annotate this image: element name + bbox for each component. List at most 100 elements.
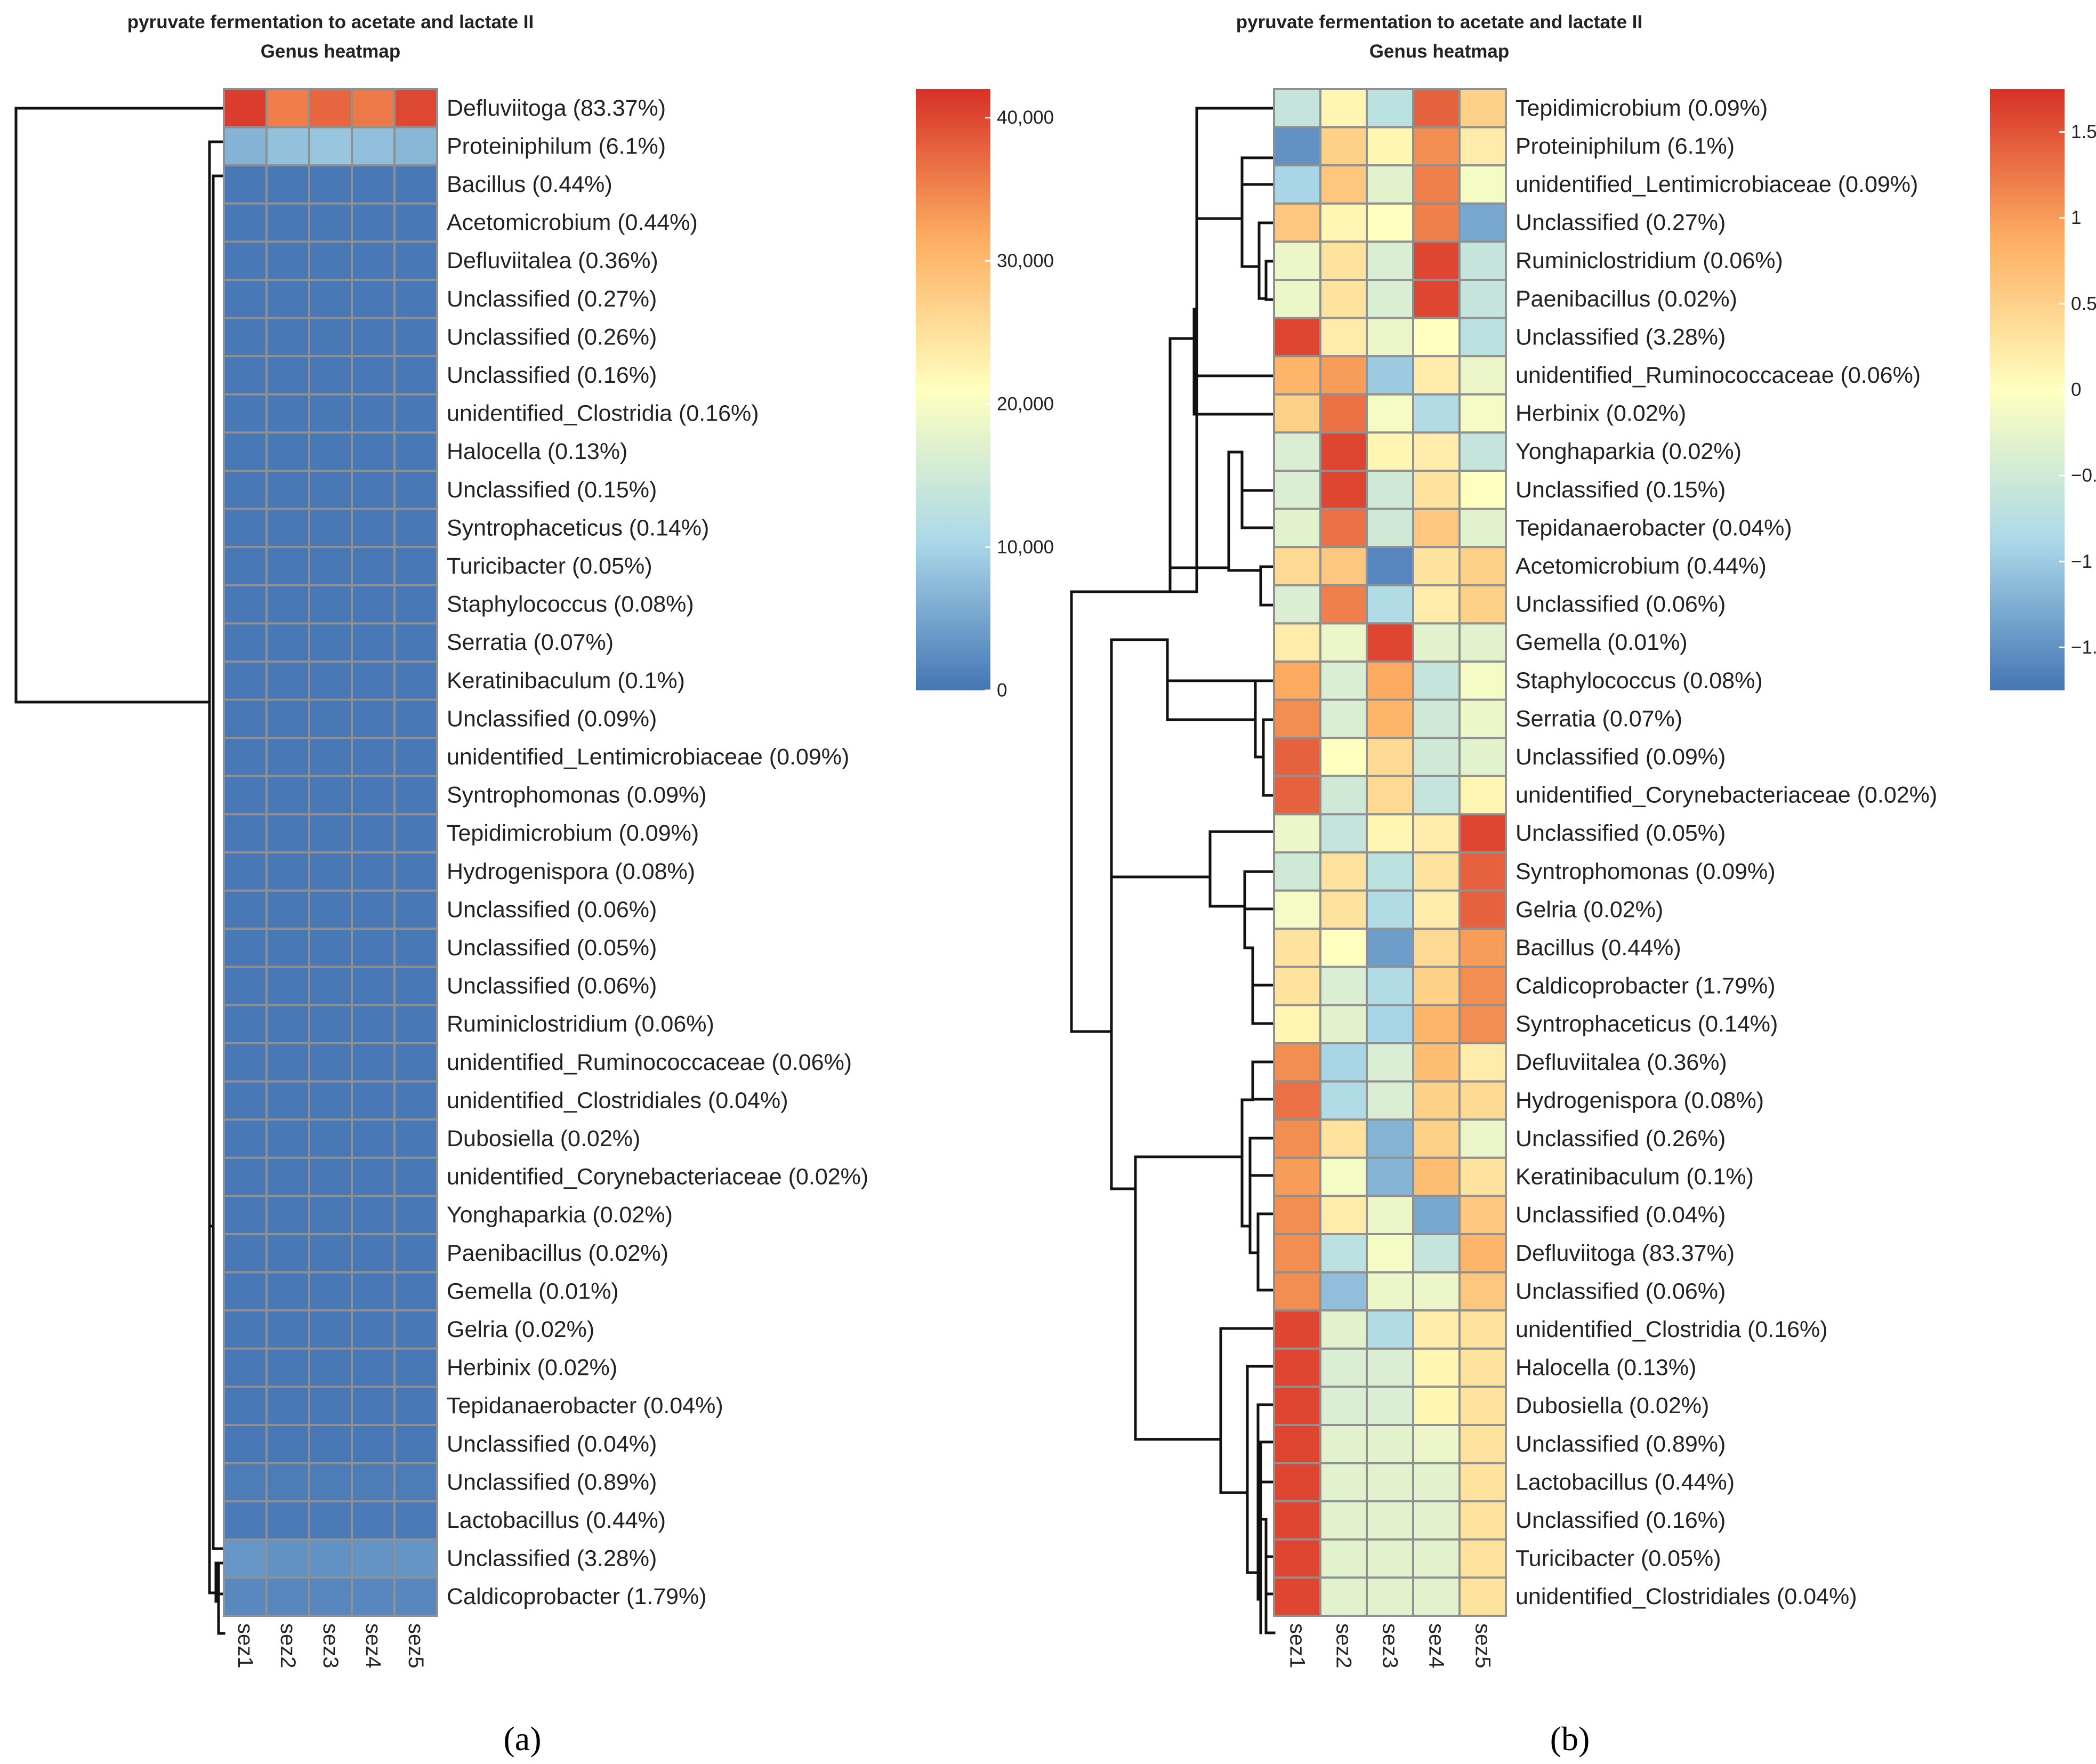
heatmap-cell (308, 1156, 353, 1197)
heatmap-cell (265, 661, 310, 701)
heatmap-cell (265, 1271, 310, 1312)
heatmap-cell (351, 126, 396, 167)
heatmap-cell (265, 1118, 310, 1159)
heatmap-cell (1319, 661, 1368, 701)
panel-b-title-line-1: pyruvate fermentation to acetate and lac… (1236, 12, 1642, 33)
heatmap-cell (1366, 279, 1414, 319)
dendrogram-branch (1243, 870, 1276, 908)
heatmap-cell (308, 622, 353, 663)
heatmap-cell (351, 508, 396, 549)
heatmap-cell (351, 661, 396, 701)
heatmap-cell (1412, 431, 1461, 472)
heatmap-cell (223, 1195, 268, 1235)
panel-b-row-labels: Tepidimicrobium (0.09%) Proteiniphilum (6… (1515, 95, 1937, 1609)
heatmap-cell (308, 508, 353, 549)
heatmap-cell (393, 1576, 438, 1617)
row-label: unidentified_Ruminococcaceae (0.06%) (447, 1050, 852, 1075)
heatmap-cell (393, 240, 438, 281)
heatmap-cell (351, 889, 396, 930)
heatmap-cell (1366, 1424, 1414, 1464)
heatmap-cell (1458, 1309, 1507, 1350)
heatmap-cell (308, 202, 353, 243)
heatmap-cell (351, 737, 396, 777)
heatmap-cell (308, 851, 353, 892)
heatmap-cell (1366, 1195, 1414, 1235)
color-bar (916, 89, 990, 690)
heatmap-cell (393, 584, 438, 625)
heatmap-cell (1412, 737, 1461, 777)
heatmap-cell (1319, 470, 1368, 510)
row-label: unidentified_Corynebacteriaceae (0.02%) (1515, 783, 1937, 808)
row-label: Ruminiclostridium (0.06%) (1515, 248, 1783, 273)
heatmap-cell (1319, 928, 1368, 968)
heatmap-cell (1366, 164, 1414, 205)
panel-a-label: (a) (503, 1720, 541, 1758)
heatmap-cell (1319, 737, 1368, 777)
heatmap-cell (265, 279, 310, 319)
heatmap-cell (223, 88, 268, 128)
heatmap-cell (223, 698, 268, 739)
heatmap-cell (1273, 470, 1321, 510)
heatmap-cell (308, 1080, 353, 1121)
heatmap-cell (393, 1500, 438, 1541)
row-label: Staphylococcus (0.08%) (1515, 668, 1763, 694)
heatmap-cell (393, 737, 438, 777)
dendrogram-branch (1110, 638, 1169, 1033)
heatmap-cell (265, 1347, 310, 1388)
heatmap-cell (1458, 1576, 1507, 1617)
heatmap-cell (308, 1118, 353, 1159)
heatmap-cell (1273, 1576, 1321, 1617)
heatmap-cell (265, 355, 310, 396)
heatmap-cell (1412, 622, 1461, 663)
dendrogram-branch (1251, 1098, 1276, 1101)
legend-tick-label: 0 (2071, 380, 2081, 400)
row-label: Unclassified (0.09%) (447, 706, 657, 731)
dendrogram-branch (1166, 638, 1257, 721)
heatmap-cell (1319, 965, 1368, 1006)
heatmap-cell (1273, 393, 1321, 434)
dendrogram-branch (1168, 489, 1230, 569)
dendrogram-branch (1070, 107, 1276, 593)
color-bar (1990, 89, 2065, 690)
heatmap-cell (1412, 698, 1461, 739)
panel-b-title-line-2: Genus heatmap (1369, 41, 1510, 62)
heatmap-cell (351, 317, 396, 358)
heatmap-cell (223, 1386, 268, 1426)
heatmap-cell (1366, 1042, 1414, 1083)
dendrogram-branch (1251, 946, 1276, 1025)
heatmap-cell (1412, 1195, 1461, 1235)
row-label: Defluviitoga (83.37%) (1515, 1241, 1735, 1266)
dendrogram-branch (1254, 718, 1265, 759)
column-label: sez3 (1378, 1623, 1402, 1669)
heatmap-cell (393, 698, 438, 739)
heatmap-cell (1273, 88, 1321, 128)
heatmap-cell (351, 88, 396, 128)
heatmap-cell (1412, 1309, 1461, 1350)
heatmap-cell (1319, 851, 1368, 892)
heatmap-cell (1366, 775, 1414, 816)
heatmap-cell (1412, 1233, 1461, 1274)
row-label: Hydrogenispora (0.08%) (1515, 1088, 1764, 1113)
dendrogram-branch (1259, 1518, 1268, 1601)
row-label: Yonghaparkia (0.02%) (1515, 439, 1742, 464)
dendrogram-branch (1257, 265, 1268, 300)
heatmap-cell (351, 355, 396, 396)
heatmap-cell (1319, 1462, 1368, 1503)
row-label: Gelria (0.02%) (447, 1317, 594, 1342)
heatmap-cell (1273, 1195, 1321, 1235)
heatmap-cell (1412, 240, 1461, 281)
legend-tick-label: 10,000 (997, 537, 1054, 558)
heatmap-cell (351, 164, 396, 205)
heatmap-cell (265, 1080, 310, 1121)
heatmap-cell (1273, 1386, 1321, 1426)
heatmap-cell (1366, 240, 1414, 281)
heatmap-cell (1458, 240, 1507, 281)
row-label: Yonghaparkia (0.02%) (447, 1202, 673, 1228)
row-label: Keratinibaculum (0.1%) (447, 668, 685, 694)
heatmap-cell (265, 546, 310, 586)
heatmap-cell (1273, 1080, 1321, 1121)
heatmap-cell (1319, 1271, 1368, 1312)
heatmap-cell (265, 1576, 310, 1617)
row-label: Unclassified (0.06%) (447, 973, 657, 999)
heatmap-cell (223, 508, 268, 549)
